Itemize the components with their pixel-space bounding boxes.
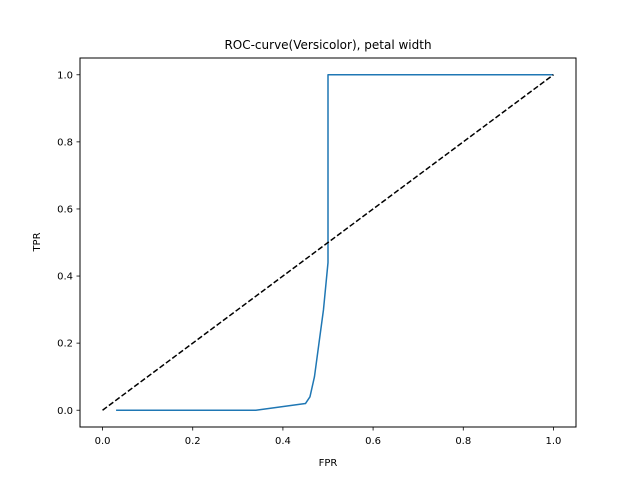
- chart-title: ROC-curve(Versicolor), petal width: [224, 38, 431, 52]
- y-tick-label: 0.2: [57, 339, 73, 350]
- tick-group: 0.0 0.2 0.4 0.6 0.8 1.0 0.0 0.2 0.4 0.6 0.8 1.0: [57, 70, 561, 447]
- plot-area: [102, 74, 554, 411]
- x-tick-label: 1.0: [546, 436, 562, 447]
- chance-diagonal-line: [102, 74, 554, 411]
- x-tick-label: 0.4: [275, 436, 291, 447]
- x-axis-label: FPR: [319, 458, 338, 469]
- y-tick-label: 0.8: [57, 137, 73, 148]
- y-tick-label: 0.6: [57, 205, 73, 216]
- y-tick-label: 1.0: [57, 70, 73, 81]
- y-axis-label: TPR: [32, 232, 43, 252]
- y-tick-label: 0.0: [57, 406, 73, 417]
- y-tick-label: 0.4: [57, 272, 73, 283]
- x-tick-label: 0.8: [455, 436, 471, 447]
- x-tick-label: 0.0: [95, 436, 111, 447]
- x-tick-label: 0.6: [365, 436, 381, 447]
- x-tick-label: 0.2: [185, 436, 201, 447]
- axes-frame: [79, 57, 577, 428]
- roc-curve-line: [116, 74, 554, 411]
